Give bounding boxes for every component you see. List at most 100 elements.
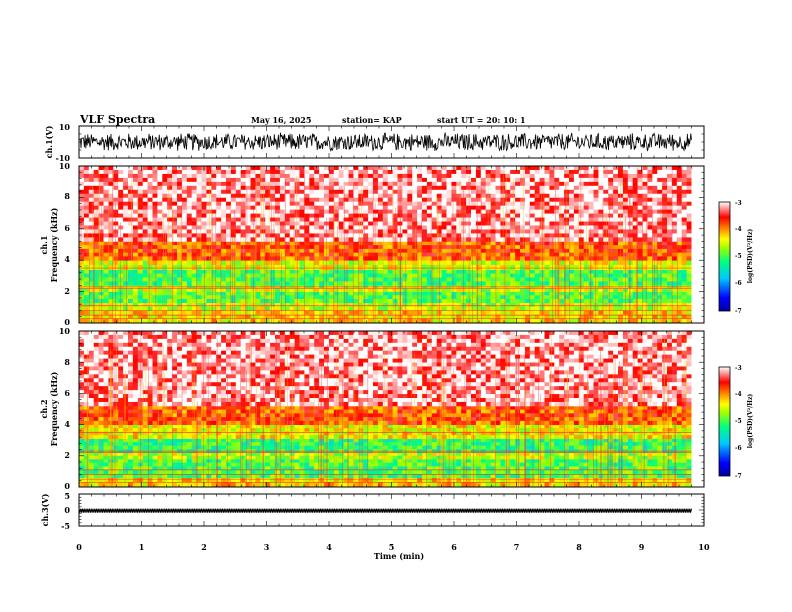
spectrogram-cell bbox=[387, 233, 393, 238]
spectrogram-cell bbox=[422, 225, 428, 230]
spectrogram-cell bbox=[686, 209, 692, 214]
spectrogram-cell bbox=[314, 264, 320, 271]
spectrogram-cell bbox=[510, 241, 516, 246]
spectrogram-cell bbox=[167, 273, 173, 278]
spectrogram-cell bbox=[573, 185, 580, 191]
spectrogram-cell bbox=[123, 306, 129, 311]
spectrogram-cell bbox=[167, 189, 173, 195]
spectrogram-cell bbox=[328, 264, 335, 271]
spectrogram-cell bbox=[402, 185, 408, 191]
spectrogram-cell bbox=[647, 217, 653, 222]
spectrogram-cell bbox=[191, 252, 197, 257]
spectrogram-cell bbox=[676, 306, 683, 311]
spectrogram-cell bbox=[451, 217, 457, 222]
spectrogram-cell bbox=[328, 181, 335, 187]
spectrogram-cell bbox=[128, 197, 134, 203]
spectrogram-cell bbox=[662, 205, 668, 211]
spectrogram-cell bbox=[632, 314, 638, 320]
spectrogram-cell bbox=[221, 298, 227, 303]
spectrogram-cell bbox=[451, 260, 457, 266]
spectrogram-cell bbox=[319, 241, 325, 246]
spectrogram-cell bbox=[662, 298, 668, 303]
spectrogram-cell bbox=[657, 177, 663, 183]
spectrogram-cell bbox=[191, 269, 197, 274]
spectrogram-cell bbox=[622, 169, 629, 175]
spectrogram-cell bbox=[250, 173, 256, 179]
spectrogram-cell bbox=[181, 177, 188, 183]
spectrogram-cell bbox=[461, 189, 467, 195]
spectrogram-cell bbox=[642, 181, 648, 187]
spectrogram-cell bbox=[132, 306, 139, 311]
spectrogram-cell bbox=[426, 302, 433, 307]
spectrogram-cell bbox=[529, 177, 536, 183]
spectrogram-cell bbox=[426, 298, 433, 303]
spectrogram-cell bbox=[319, 209, 325, 214]
spectrogram-cell bbox=[250, 189, 256, 195]
spectrogram-cell bbox=[226, 225, 232, 230]
spectrogram-cell bbox=[245, 201, 251, 207]
spectrogram-cell bbox=[529, 264, 536, 271]
spectrogram-cell bbox=[103, 260, 109, 266]
spectrogram-cell bbox=[304, 318, 310, 324]
spectrogram-cell bbox=[667, 252, 673, 257]
spectrogram-cell bbox=[524, 269, 531, 274]
spectrogram-cell bbox=[196, 166, 202, 171]
spectrogram-cell bbox=[451, 273, 457, 278]
spectrogram-cell bbox=[260, 318, 266, 324]
spectrogram-cell bbox=[186, 310, 193, 316]
spectrogram-cell bbox=[598, 225, 604, 230]
spectrogram-cell bbox=[353, 273, 359, 278]
spectrogram-cell bbox=[186, 298, 193, 303]
spectrogram-cell bbox=[162, 229, 168, 234]
spectrogram-cell bbox=[108, 264, 114, 271]
spectrogram-cell bbox=[373, 221, 379, 226]
spectrogram-cell bbox=[186, 181, 193, 187]
spectrogram-cell bbox=[343, 298, 349, 303]
spectrogram-cell bbox=[255, 173, 261, 179]
spectrogram-cell bbox=[578, 310, 585, 316]
spectrogram-cell bbox=[304, 269, 310, 274]
spectrogram-cell bbox=[137, 173, 144, 179]
spectrogram-cell bbox=[338, 185, 344, 191]
spectrogram-cell bbox=[681, 295, 687, 300]
spectrogram-cell bbox=[211, 205, 217, 211]
spectrogram-cell bbox=[382, 181, 389, 187]
spectrogram-cell bbox=[456, 260, 462, 266]
spectrogram-cell bbox=[88, 291, 95, 296]
spectrogram-cell bbox=[358, 221, 364, 226]
spectrogram-cell bbox=[113, 310, 119, 316]
spectrogram-cell bbox=[343, 189, 349, 195]
spectrogram-cell bbox=[647, 185, 653, 191]
spectrogram-cell bbox=[632, 245, 638, 250]
spectrogram-cell bbox=[240, 291, 246, 296]
spectrogram-cell bbox=[324, 189, 330, 195]
spectrogram-cell bbox=[475, 310, 482, 316]
spectrogram-cell bbox=[309, 177, 315, 183]
spectrogram-cell bbox=[622, 166, 629, 171]
spectrogram-cell bbox=[426, 310, 433, 316]
spectrogram-cell bbox=[480, 197, 487, 203]
spectrogram-cell bbox=[671, 181, 678, 187]
spectrogram-cell bbox=[382, 318, 389, 324]
spectrogram-cell bbox=[191, 295, 197, 300]
spectrogram-cell bbox=[569, 217, 575, 222]
spectrogram-cell bbox=[441, 318, 447, 324]
spectrogram-cell bbox=[128, 213, 134, 218]
spectrogram-cell bbox=[578, 225, 585, 230]
spectrogram-cell bbox=[118, 209, 124, 214]
spectrogram-cell bbox=[265, 273, 271, 278]
spectrogram-cell bbox=[147, 264, 153, 271]
spectrogram-cell bbox=[387, 264, 393, 271]
spectrogram-cell bbox=[544, 205, 550, 211]
spectrogram-cell bbox=[177, 269, 183, 274]
spectrogram-cell bbox=[598, 281, 604, 286]
spectrogram-cell bbox=[181, 209, 188, 214]
spectrogram-cell bbox=[328, 306, 335, 311]
spectrogram-cell bbox=[324, 221, 330, 226]
spectrogram-cell bbox=[93, 225, 99, 230]
spectrogram-cell bbox=[314, 201, 320, 207]
spectrogram-cell bbox=[471, 217, 477, 222]
spectrogram-cell bbox=[544, 189, 550, 195]
spectrogram-cell bbox=[358, 241, 364, 246]
spectrogram-cell bbox=[98, 221, 104, 226]
